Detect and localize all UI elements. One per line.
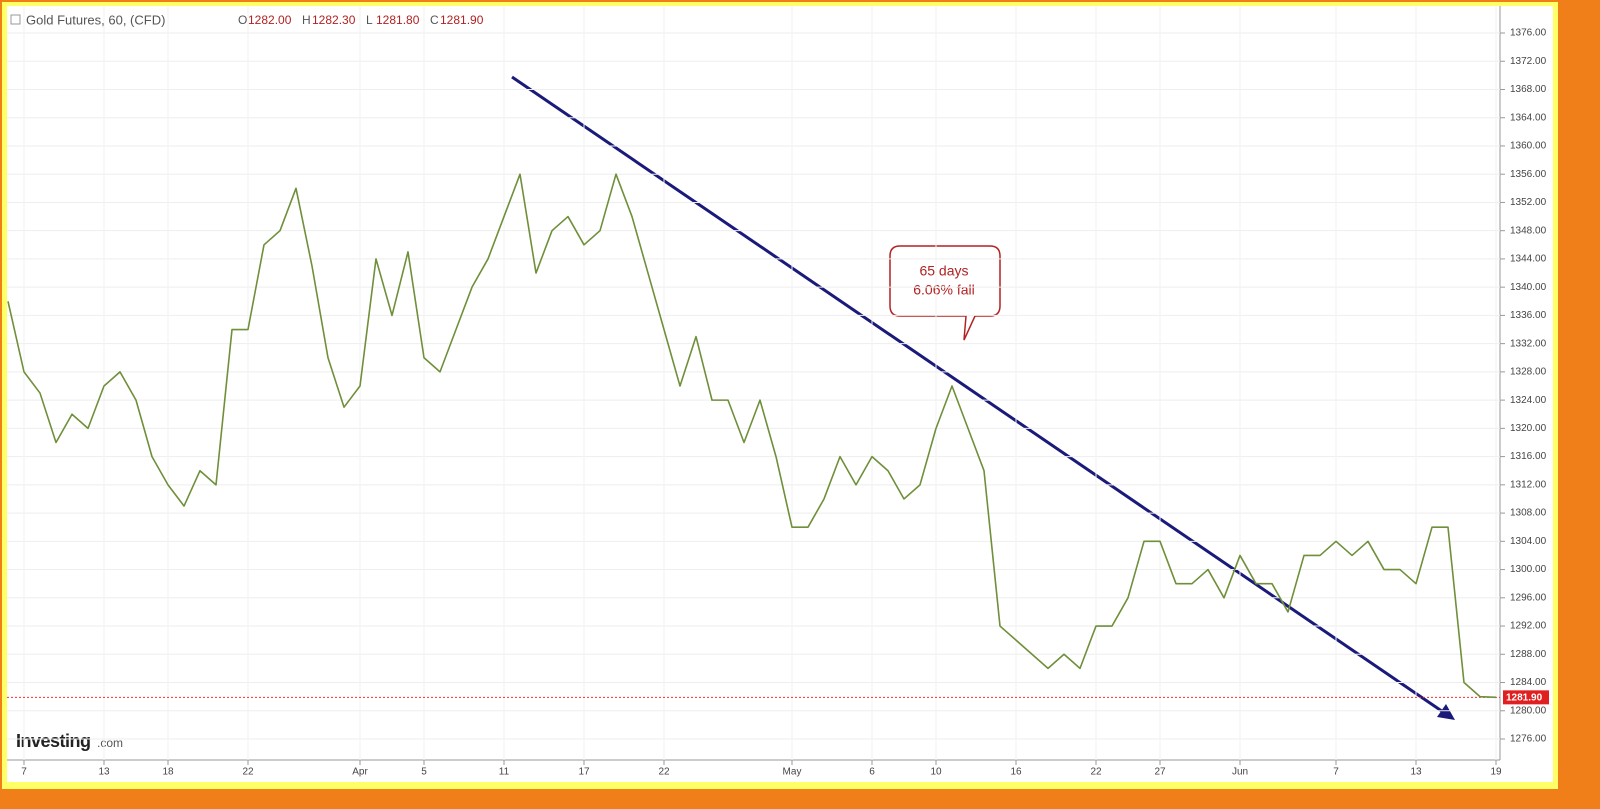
y-tick-label: 1324.00 [1510,395,1547,406]
y-tick-label: 1376.00 [1510,28,1547,39]
y-tick-label: 1340.00 [1510,282,1547,293]
x-tick-label: May [783,767,802,778]
x-tick-label: 17 [578,767,590,778]
x-tick-label: 19 [1490,767,1502,778]
ohlc-value: 1281.90 [440,13,484,27]
x-tick-label: 13 [98,767,110,778]
y-tick-label: 1292.00 [1510,621,1547,632]
x-tick-label: 22 [242,767,254,778]
x-tick-label: 7 [21,767,27,778]
ohlc-value: 1281.80 [376,13,420,27]
logo-suffix: .com [97,736,123,750]
x-tick-label: Apr [352,767,368,778]
y-tick-label: 1372.00 [1510,56,1547,67]
x-tick-label: Jun [1232,767,1248,778]
y-tick-label: 1288.00 [1510,649,1547,660]
x-tick-label: 10 [930,767,942,778]
y-tick-label: 1352.00 [1510,197,1547,208]
y-tick-label: 1368.00 [1510,84,1547,95]
last-price-label: 1281.90 [1506,692,1543,703]
y-tick-label: 1348.00 [1510,225,1547,236]
x-tick-label: 16 [1010,767,1022,778]
last-price-box [1503,690,1549,705]
annotation: 6.06% fall [913,282,974,298]
y-tick-label: 1304.00 [1510,536,1547,547]
ohlc: O 1282.00 H 1282.30 L 1281.80 C 1281.90 [238,13,484,27]
x-tick-label: 18 [162,767,174,778]
ohlc-name: O [238,13,247,27]
price-line [7,173,1497,699]
y-tick-label: 1284.00 [1510,677,1547,688]
y-tick-label: 1328.00 [1510,367,1547,378]
y-tick-label: 1336.00 [1510,310,1547,321]
y-tick-label: 1320.00 [1510,423,1547,434]
y-tick-label: 1280.00 [1510,705,1547,716]
y-tick-label: 1300.00 [1510,564,1547,575]
x-tick-label: 13 [1410,767,1422,778]
logo: Investing [16,731,91,751]
chart-title: Gold Futures, 60, (CFD) [26,12,165,27]
y-tick-label: 1364.00 [1510,112,1547,123]
x-tick-label: 5 [421,767,427,778]
x-tick-label: 7 [1333,767,1339,778]
y-tick-label: 1276.00 [1510,734,1547,745]
y-tick-label: 1344.00 [1510,254,1547,265]
x-tick-label: 22 [1090,767,1102,778]
y-tick-label: 1356.00 [1510,169,1547,180]
y-tick-label: 1308.00 [1510,508,1547,519]
ohlc-value: 1282.30 [312,13,356,27]
x-tick-label: 27 [1154,767,1166,778]
chart-area [7,6,1553,782]
trend-line [511,75,1450,718]
x-tick-label: 6 [869,767,875,778]
y-tick-label: 1316.00 [1510,451,1547,462]
x-tick-label: 22 [658,767,670,778]
trend-arrow [1437,704,1455,720]
ohlc-name: C [430,13,439,27]
annotation: 65 days [919,263,968,279]
y-tick-label: 1312.00 [1510,479,1547,490]
ohlc-name: L [366,13,373,27]
callout [889,245,1001,341]
y-tick-label: 1296.00 [1510,592,1547,603]
ohlc-value: 1282.00 [248,13,292,27]
collapse-icon[interactable] [10,14,21,25]
y-tick-label: 1332.00 [1510,338,1547,349]
y-tick-label: 1360.00 [1510,141,1547,152]
ohlc-name: H [302,13,311,27]
x-tick-label: 11 [499,767,510,778]
